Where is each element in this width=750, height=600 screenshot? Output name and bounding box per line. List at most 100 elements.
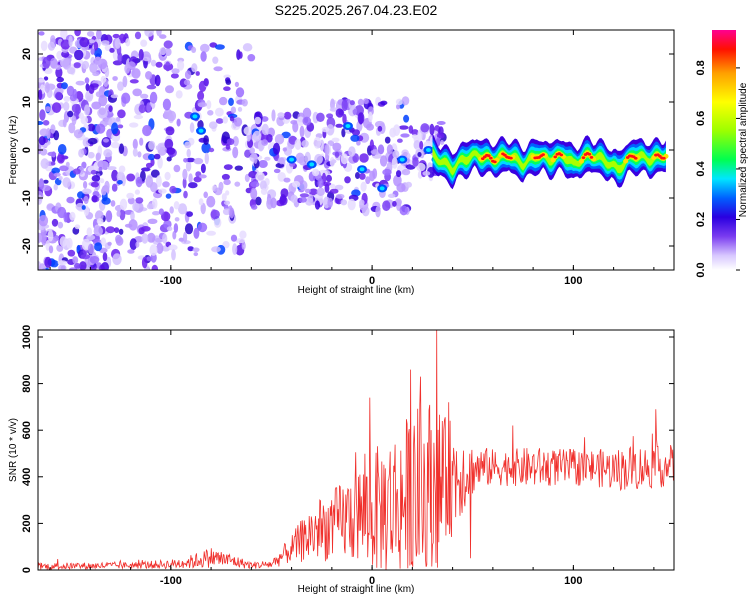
spectrogram-cell [164, 138, 174, 150]
spectrogram-cell [184, 141, 192, 149]
spectrogram-cell [164, 61, 171, 72]
spectrogram-cell [73, 62, 81, 69]
spectrogram-cell [155, 61, 163, 68]
spectrogram-cell [225, 144, 231, 150]
spectrogram-cell [331, 159, 337, 164]
spectrogram-cell [229, 115, 234, 122]
spectrogram-cell [165, 126, 175, 136]
spectrogram-cell [68, 35, 73, 48]
spectrogram-cell [420, 123, 430, 133]
spectrogram-cell [197, 90, 205, 101]
spectrogram-cell [111, 122, 119, 135]
spectrogram-cell [39, 109, 46, 121]
spectrogram-cell [200, 163, 206, 174]
spectrogram-cell [229, 207, 235, 219]
spectrogram-cell [129, 79, 139, 84]
spectrogram-cell [299, 193, 309, 198]
spectrogram-cell [100, 237, 107, 247]
spectrogram-cell [78, 148, 84, 158]
spectrogram-cell [429, 123, 435, 136]
spectrogram-cell [207, 110, 214, 116]
spectrogram-cell [55, 91, 63, 101]
spectrogram-cell [116, 116, 121, 122]
spectrogram-cell [104, 66, 110, 78]
spectrogram-cell [316, 112, 325, 123]
spectrogram-hotspot-core [425, 148, 431, 152]
spectrogram-cell [169, 185, 177, 194]
spectrogram-cell [169, 206, 174, 214]
spectrogram-cell [84, 104, 90, 116]
snr-x-tick-label: 0 [369, 575, 375, 587]
spectrogram-cell [223, 74, 231, 79]
spectrogram-cell [393, 124, 401, 136]
spectrogram-cell [308, 188, 319, 196]
spectrogram-x-tick-label: 100 [564, 275, 582, 287]
spectrogram-cell [105, 210, 113, 223]
spectrogram-cell [397, 138, 403, 143]
spectrogram-cell [213, 66, 223, 72]
spectrogram-cell [67, 67, 75, 75]
spectrogram-cell [75, 104, 81, 115]
spectrogram-cell [135, 197, 144, 204]
spectrogram-cell [65, 161, 70, 168]
spectrogram-cell [149, 244, 158, 256]
colorbar: 0.0 0.2 0.4 0.6 0.8 Normalized spectral ampl… [695, 30, 749, 278]
spectrogram-cell [401, 168, 411, 176]
spectrogram-cell [312, 168, 320, 177]
spectrogram-cell [203, 135, 210, 146]
spectrogram-cell [314, 153, 323, 165]
colorbar-label: Normalized spectral amplitude [738, 82, 749, 217]
spectrogram-cell [191, 63, 198, 73]
spectrogram-cell [137, 151, 142, 158]
spectrogram-cell [132, 148, 138, 157]
spectrogram-cell [38, 263, 46, 270]
spectrogram-cell [94, 242, 103, 252]
spectrogram-cell [118, 228, 124, 235]
spectrogram-cell [150, 169, 160, 178]
spectrogram-cell [140, 39, 148, 47]
spectrogram-cell [387, 193, 396, 198]
spectrogram-cell [359, 172, 366, 180]
spectrogram-cell [255, 171, 265, 182]
spectrogram-cell [51, 218, 59, 227]
spectrogram-cell [206, 100, 212, 110]
spectrogram-cell [344, 176, 351, 184]
spectrogram-cell [121, 174, 126, 187]
spectrogram-cell [163, 40, 173, 49]
spectrogram-cell [165, 85, 174, 94]
spectrogram-cell [164, 171, 171, 181]
spectrogram-cell [244, 173, 250, 183]
spectrogram-cell [173, 223, 179, 233]
spectrogram-cell [186, 157, 196, 163]
spectrogram-cell [355, 172, 360, 179]
spectrogram-cell [183, 231, 188, 243]
spectrogram-cell [334, 151, 340, 158]
spectrogram-y-tick-label: 20 [21, 48, 33, 60]
spectrogram-cell [215, 107, 224, 117]
spectrogram-ridge-peak [503, 153, 507, 157]
spectrogram-cell [436, 133, 445, 139]
spectrogram-cell [103, 149, 113, 158]
colorbar-tick-label: 0.8 [695, 60, 707, 75]
spectrogram-cell [292, 180, 301, 188]
spectrogram-cell [189, 122, 195, 133]
spectrogram-cell [235, 87, 245, 98]
spectrogram-cell [110, 141, 120, 149]
spectrogram-cell [150, 59, 157, 67]
spectrogram-cell [185, 160, 192, 172]
spectrogram-cell [170, 73, 179, 79]
spectrogram-cell [416, 162, 426, 172]
spectrogram-x-tick-label: 0 [369, 275, 375, 287]
spectrogram-cell [119, 198, 128, 211]
spectrogram-cell [335, 108, 344, 118]
spectrogram-cell [370, 149, 381, 155]
spectrogram-cell [45, 106, 51, 113]
spectrogram-cell [325, 174, 332, 183]
spectrogram-cell [235, 238, 246, 244]
spectrogram-cell [357, 112, 365, 125]
spectrogram-cell [329, 188, 339, 194]
spectrogram-cell [184, 223, 194, 235]
spectrogram-cell [188, 173, 193, 184]
spectrogram-cell [58, 264, 67, 270]
spectrogram-cell [152, 211, 160, 216]
